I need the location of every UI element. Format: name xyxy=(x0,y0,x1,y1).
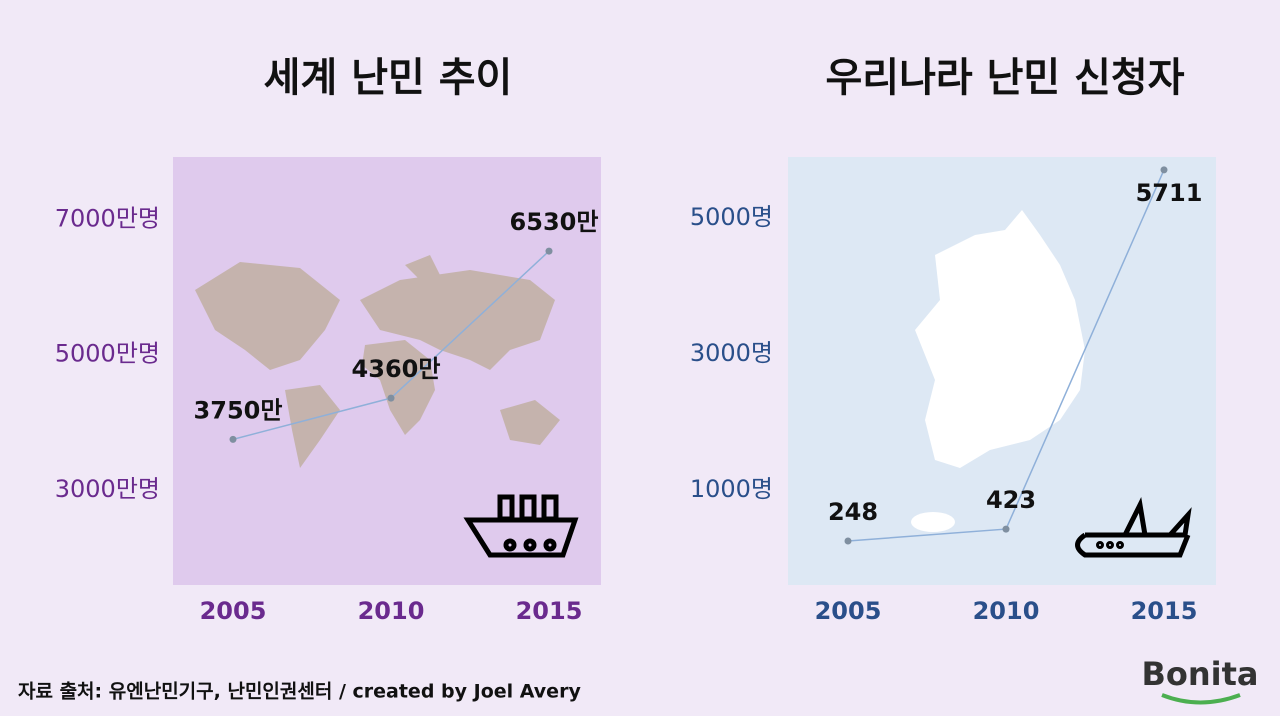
data-label: 248 xyxy=(828,498,878,526)
data-label: 5711 xyxy=(1136,179,1203,207)
ship-icon xyxy=(463,494,579,558)
data-point xyxy=(387,394,395,402)
y-tick-label: 3000만명 xyxy=(55,475,160,503)
x-tick-label: 2010 xyxy=(973,597,1040,625)
x-tick-label: 2010 xyxy=(358,597,425,625)
data-point xyxy=(1002,525,1010,533)
x-tick-label: 2015 xyxy=(1131,597,1198,625)
y-tick-label: 5000만명 xyxy=(55,340,160,368)
y-tick-label: 3000명 xyxy=(690,339,773,367)
chart-title: 세계 난민 추이 xyxy=(264,55,513,101)
data-point xyxy=(844,537,852,545)
y-tick-label: 7000만명 xyxy=(55,204,160,232)
x-tick-label: 2005 xyxy=(200,597,267,625)
y-tick-label: 5000명 xyxy=(690,203,773,231)
korea-map xyxy=(911,210,1085,532)
data-label: 6530만 xyxy=(510,208,599,236)
logo: Bonita xyxy=(1141,655,1258,693)
logo-swoosh xyxy=(1161,693,1241,705)
source-note: 자료 출처: 유엔난민기구, 난민인권센터 / created by Joel … xyxy=(18,681,581,703)
data-label: 3750만 xyxy=(194,396,283,424)
y-tick-label: 1000명 xyxy=(690,475,773,503)
data-point xyxy=(1160,166,1168,174)
chart-title: 우리나라 난민 신청자 xyxy=(825,55,1184,101)
world-map xyxy=(195,255,560,468)
data-point xyxy=(229,435,237,443)
data-point xyxy=(545,247,553,255)
x-tick-label: 2015 xyxy=(516,597,583,625)
plane-icon xyxy=(1075,497,1192,558)
data-label: 423 xyxy=(986,486,1036,514)
x-tick-label: 2005 xyxy=(815,597,882,625)
data-label: 4360만 xyxy=(352,355,441,383)
